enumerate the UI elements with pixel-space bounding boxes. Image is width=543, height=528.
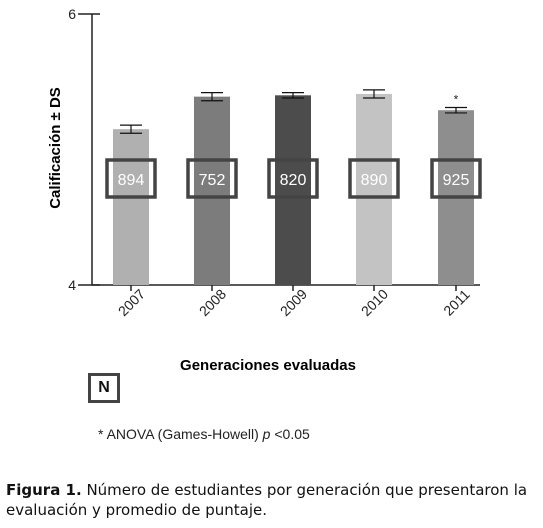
y-tick-label: 6 xyxy=(68,6,76,22)
legend-label: N xyxy=(98,379,110,396)
footnote-prefix: * ANOVA (Games-Howell) xyxy=(98,426,263,442)
footnote: * ANOVA (Games-Howell) p <0.05 xyxy=(98,426,310,442)
bar-2008 xyxy=(194,96,230,285)
chart-x-tick-labels: 2007 2008 2009 2010 2011 xyxy=(115,286,473,319)
chart-count-labels: 894 752 820 890 925 xyxy=(105,158,482,199)
x-tick-label-2010: 2010 xyxy=(358,286,391,319)
significance-mark: * xyxy=(454,92,459,106)
bar-2010 xyxy=(356,93,392,285)
chart-y-tick-labels: 46 xyxy=(68,6,76,293)
legend-box: N xyxy=(88,373,120,403)
x-tick-label-2009: 2009 xyxy=(277,286,310,319)
count-label-2009: 820 xyxy=(280,172,307,189)
y-axis-label: Calificación ± DS xyxy=(47,87,64,209)
chart-significance-marks: * xyxy=(454,92,459,106)
bar-2009 xyxy=(275,95,311,285)
caption-label: Figura 1. xyxy=(6,481,82,499)
count-box-2009 xyxy=(267,158,319,199)
count-label-2011: 925 xyxy=(443,172,470,189)
footnote-suffix: <0.05 xyxy=(270,426,310,442)
count-box-2011 xyxy=(430,158,482,199)
y-tick-label: 4 xyxy=(68,277,76,293)
count-box-2008 xyxy=(186,158,238,199)
x-tick-label-2008: 2008 xyxy=(196,286,229,319)
footnote-p: p xyxy=(262,426,271,442)
count-label-2007: 894 xyxy=(118,172,145,189)
figure-caption: Figura 1. Número de estudiantes por gene… xyxy=(6,480,541,520)
chart-error-bars xyxy=(120,89,467,134)
chart: 894 752 820 890 925 * 2007 2008 2009 2010 2011 4… xyxy=(47,6,482,374)
caption-text: Número de estudiantes por generación que… xyxy=(6,481,528,519)
x-tick-label-2011: 2011 xyxy=(440,286,473,319)
count-box-2007 xyxy=(105,158,157,199)
bar-2007 xyxy=(113,129,149,285)
chart-bars xyxy=(113,93,474,285)
x-tick-label-2007: 2007 xyxy=(115,286,148,319)
count-label-2008: 752 xyxy=(199,172,226,189)
x-axis-label: Generaciones evaluadas xyxy=(180,357,356,374)
count-label-2010: 890 xyxy=(361,172,388,189)
count-box-2010 xyxy=(348,158,400,199)
